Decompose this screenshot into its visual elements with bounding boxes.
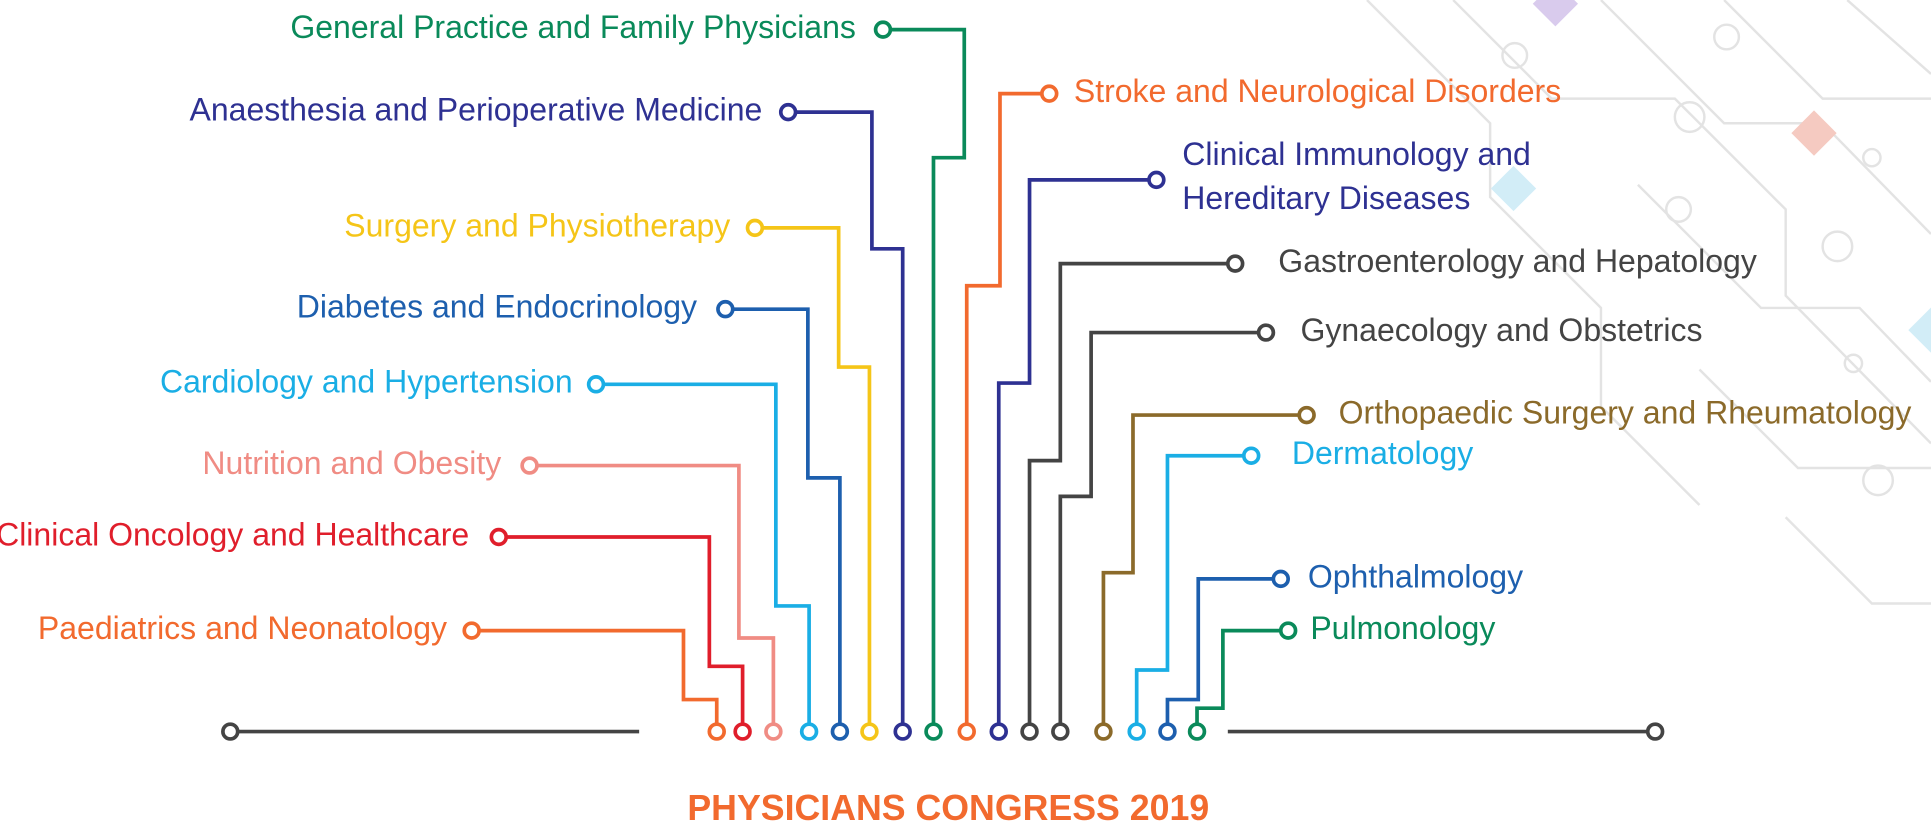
topic-label: Diabetes and Endocrinology xyxy=(297,289,697,325)
connector xyxy=(1197,631,1288,732)
topic-label: Ophthalmology xyxy=(1308,558,1523,594)
node-dot xyxy=(589,377,604,392)
base-dot xyxy=(991,724,1006,739)
base-dot xyxy=(802,724,817,739)
topic-label: Stroke and Neurological Disorders xyxy=(1074,73,1561,109)
topic-label: Orthopaedic Surgery and Rheumatology xyxy=(1339,395,1912,431)
topic-label: Nutrition and Obesity xyxy=(202,445,501,481)
base-dot xyxy=(1190,724,1205,739)
node-dot xyxy=(491,530,506,545)
node-dot xyxy=(1042,86,1057,101)
connector xyxy=(788,112,903,731)
connector xyxy=(596,384,809,731)
topic-label: Surgery and Physiotherapy xyxy=(344,207,730,243)
connector xyxy=(967,94,1050,732)
topic-label: Hereditary Diseases xyxy=(1182,180,1470,216)
title: PHYSICIANS CONGRESS 2019 xyxy=(687,788,1209,824)
topic-label: Paediatrics and Neonatology xyxy=(38,610,447,646)
node-dot xyxy=(1244,448,1259,463)
base-dot xyxy=(832,724,847,739)
base-dot xyxy=(1022,724,1037,739)
node-dot xyxy=(1228,256,1243,271)
topic-label: Dermatology xyxy=(1292,435,1473,471)
base-dot xyxy=(926,724,941,739)
topic-label: Gastroenterology and Hepatology xyxy=(1278,243,1757,279)
node-dot xyxy=(748,221,763,236)
node-dot xyxy=(1259,325,1274,340)
base-dot xyxy=(1053,724,1068,739)
topic-label: Gynaecology and Obstetrics xyxy=(1300,312,1702,348)
node-dot xyxy=(1281,623,1296,638)
base-dot xyxy=(1160,724,1175,739)
base-dot xyxy=(735,724,750,739)
node-dot xyxy=(876,22,891,37)
node-dot xyxy=(1149,172,1164,187)
base-dot xyxy=(766,724,781,739)
node-dot xyxy=(1273,571,1288,586)
connector xyxy=(530,466,774,732)
base-dot xyxy=(1129,724,1144,739)
topic-label: Clinical Immunology and xyxy=(1182,136,1531,172)
topic-label: Anaesthesia and Perioperative Medicine xyxy=(190,92,763,128)
node-dot xyxy=(781,105,796,120)
topic-label: General Practice and Family Physicians xyxy=(290,9,856,45)
topic-label: Cardiology and Hypertension xyxy=(160,364,573,400)
node-dot xyxy=(464,623,479,638)
node-dot xyxy=(1299,408,1314,423)
base-dot xyxy=(959,724,974,739)
page: {"title": "PHYSICIANS CONGRESS 2019", "t… xyxy=(0,0,1931,824)
node-dot xyxy=(522,458,537,473)
topic-label: Clinical Oncology and Healthcare xyxy=(0,516,469,552)
node-dot xyxy=(718,302,733,317)
base-dot xyxy=(709,724,724,739)
connector xyxy=(883,30,964,732)
connector xyxy=(1137,456,1252,732)
topic-diagram: PHYSICIANS CONGRESS 2019 General Practic… xyxy=(0,0,1931,824)
topic-label: Pulmonology xyxy=(1310,610,1495,646)
connector xyxy=(472,631,717,732)
base-dot xyxy=(862,724,877,739)
base-dot xyxy=(895,724,910,739)
connector xyxy=(499,537,743,732)
base-dot xyxy=(1096,724,1111,739)
